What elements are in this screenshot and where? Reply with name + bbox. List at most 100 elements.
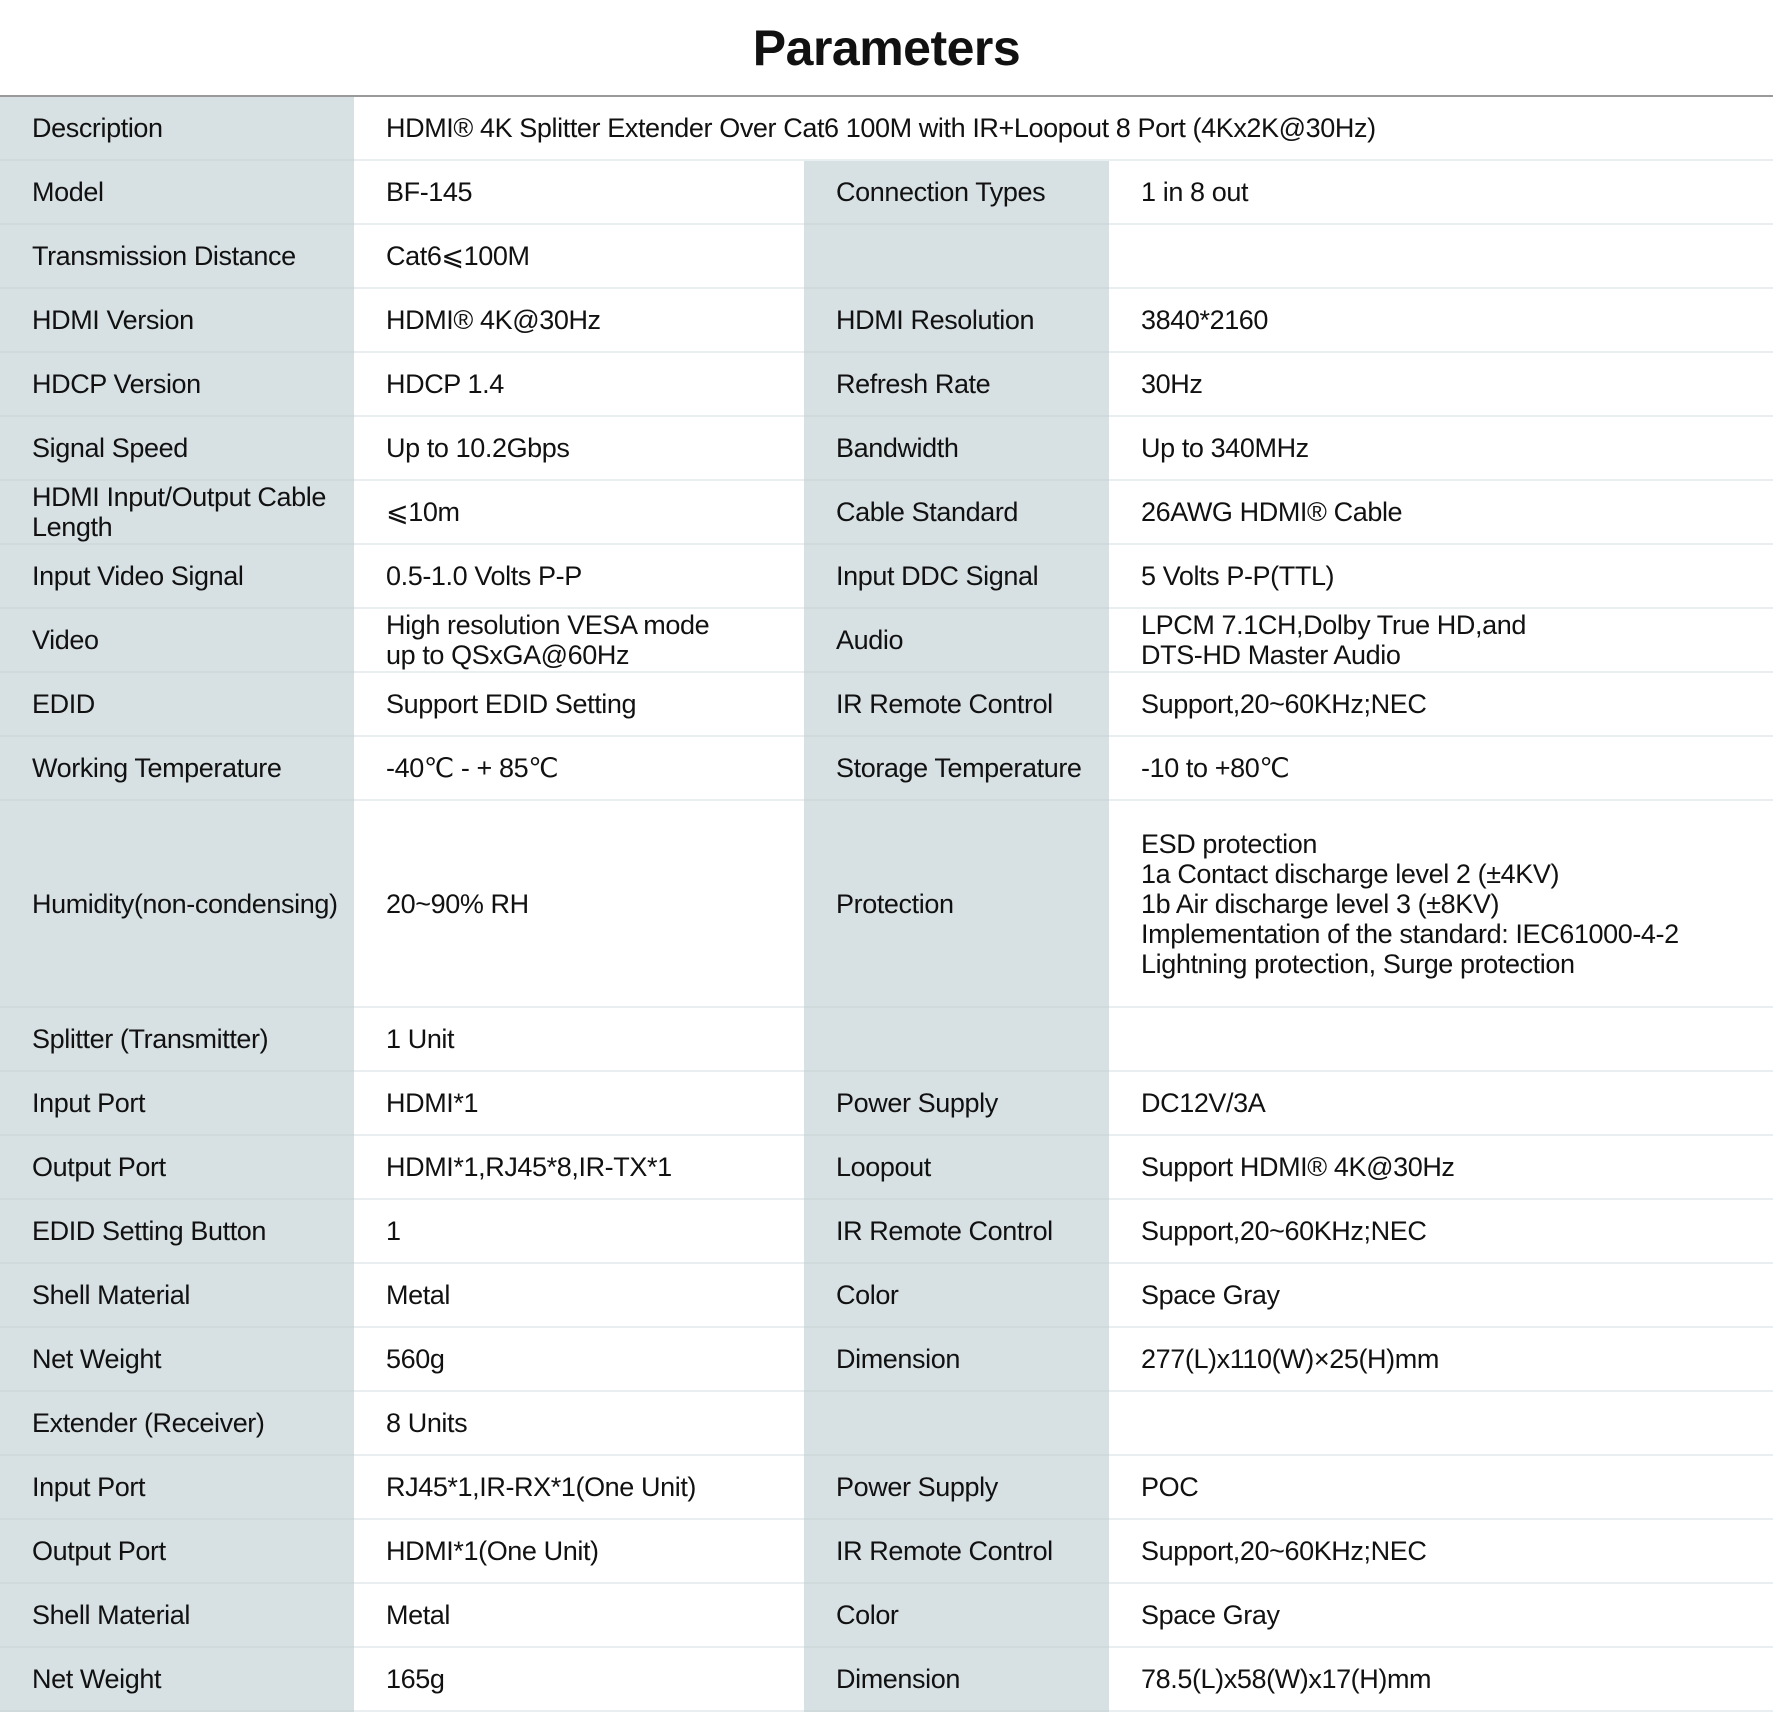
param-label: HDMI Resolution <box>804 288 1109 353</box>
param-value: HDMI® 4K@30Hz <box>354 288 804 353</box>
param-value: LPCM 7.1CH,Dolby True HD,and DTS-HD Mast… <box>1109 608 1773 673</box>
param-value: 3840*2160 <box>1109 288 1773 353</box>
param-value: 26AWG HDMI® Cable <box>1109 480 1773 545</box>
param-value: HDMI*1(One Unit) <box>354 1519 804 1584</box>
param-label: Color <box>804 1263 1109 1328</box>
param-label <box>804 224 1109 289</box>
param-value: 277(L)x110(W)×25(H)mm <box>1109 1327 1773 1392</box>
param-value: HDCP 1.4 <box>354 352 804 417</box>
param-label: HDMI Input/Output Cable Length <box>0 480 354 545</box>
param-value: 0.5-1.0 Volts P-P <box>354 544 804 609</box>
param-value: Support,20~60KHz;NEC <box>1109 1519 1773 1584</box>
param-value: -10 to +80℃ <box>1109 736 1773 801</box>
param-label: Dimension <box>804 1327 1109 1392</box>
param-label <box>804 1391 1109 1456</box>
table-row: Net Weight 560g Dimension 277(L)x110(W)×25(… <box>0 1327 1773 1392</box>
param-label: Refresh Rate <box>804 352 1109 417</box>
param-value: HDMI*1 <box>354 1071 804 1136</box>
param-label: Model <box>0 160 354 225</box>
param-value: HDMI® 4K Splitter Extender Over Cat6 100… <box>354 97 1773 161</box>
table-row: EDID Support EDID Setting IR Remote Contro… <box>0 672 1773 737</box>
table-row: Net Weight 165g Dimension 78.5(L)x58(W)x17(… <box>0 1647 1773 1712</box>
param-label: Video <box>0 608 354 673</box>
table-row: HDCP Version HDCP 1.4 Refresh Rate 30Hz <box>0 352 1773 417</box>
param-label: Net Weight <box>0 1647 354 1712</box>
param-label: Power Supply <box>804 1455 1109 1520</box>
table-row: Input Port RJ45*1,IR-RX*1(One Unit) Power … <box>0 1455 1773 1520</box>
param-value: Up to 10.2Gbps <box>354 416 804 481</box>
param-label: Input DDC Signal <box>804 544 1109 609</box>
param-label: HDCP Version <box>0 352 354 417</box>
param-value: Support EDID Setting <box>354 672 804 737</box>
param-label: Working Temperature <box>0 736 354 801</box>
param-label: IR Remote Control <box>804 672 1109 737</box>
param-value: Cat6⩽100M <box>354 224 804 289</box>
page-title: Parameters <box>0 0 1773 97</box>
param-label: Power Supply <box>804 1071 1109 1136</box>
param-label: Output Port <box>0 1135 354 1200</box>
param-value: Support HDMI® 4K@30Hz <box>1109 1135 1773 1200</box>
param-value: 20~90% RH <box>354 800 804 1008</box>
param-label: EDID Setting Button <box>0 1199 354 1264</box>
param-label: Loopout <box>804 1135 1109 1200</box>
param-label: Net Weight <box>0 1327 354 1392</box>
param-label: Splitter (Transmitter) <box>0 1007 354 1072</box>
param-label: IR Remote Control <box>804 1199 1109 1264</box>
param-value <box>1109 1007 1773 1072</box>
param-label: Color <box>804 1583 1109 1648</box>
param-value: 1 Unit <box>354 1007 804 1072</box>
table-row: Output Port HDMI*1(One Unit) IR Remote Con… <box>0 1519 1773 1584</box>
table-row: Splitter (Transmitter) 1 Unit <box>0 1007 1773 1072</box>
param-value: 165g <box>354 1647 804 1712</box>
param-value: -40℃ - + 85℃ <box>354 736 804 801</box>
param-value: 8 Units <box>354 1391 804 1456</box>
table-row: Model BF-145 Connection Types 1 in 8 out <box>0 160 1773 225</box>
param-value <box>1109 224 1773 289</box>
param-label: Input Port <box>0 1455 354 1520</box>
table-row: HDMI Input/Output Cable Length ⩽10m Cable … <box>0 480 1773 545</box>
param-value: HDMI*1,RJ45*8,IR-TX*1 <box>354 1135 804 1200</box>
param-label: IR Remote Control <box>804 1519 1109 1584</box>
param-label: Input Video Signal <box>0 544 354 609</box>
param-value: RJ45*1,IR-RX*1(One Unit) <box>354 1455 804 1520</box>
table-row: Output Port HDMI*1,RJ45*8,IR-TX*1 Loopout S… <box>0 1135 1773 1200</box>
param-value: Space Gray <box>1109 1263 1773 1328</box>
param-label: Signal Speed <box>0 416 354 481</box>
table-row: Humidity(non-condensing) 20~90% RH Protect… <box>0 800 1773 1008</box>
table-row: Working Temperature -40℃ - + 85℃ Storage T… <box>0 736 1773 801</box>
param-value <box>1109 1391 1773 1456</box>
param-value: High resolution VESA mode up to QSxGA@60… <box>354 608 804 673</box>
table-row: Shell Material Metal Color Space Gray <box>0 1583 1773 1648</box>
param-value: DC12V/3A <box>1109 1071 1773 1136</box>
table-row: HDMI Version HDMI® 4K@30Hz HDMI Resolution… <box>0 288 1773 353</box>
parameters-table: Description HDMI® 4K Splitter Extender Ov… <box>0 97 1773 1712</box>
param-label: Dimension <box>804 1647 1109 1712</box>
param-label: Audio <box>804 608 1109 673</box>
param-label <box>804 1007 1109 1072</box>
param-label: Protection <box>804 800 1109 1008</box>
param-value: 30Hz <box>1109 352 1773 417</box>
param-label: Connection Types <box>804 160 1109 225</box>
param-label: Storage Temperature <box>804 736 1109 801</box>
param-value: Support,20~60KHz;NEC <box>1109 672 1773 737</box>
param-label: Output Port <box>0 1519 354 1584</box>
table-row: Signal Speed Up to 10.2Gbps Bandwidth Up to… <box>0 416 1773 481</box>
param-value: 78.5(L)x58(W)x17(H)mm <box>1109 1647 1773 1712</box>
table-row: Transmission Distance Cat6⩽100M <box>0 224 1773 289</box>
param-value: Metal <box>354 1263 804 1328</box>
param-label: EDID <box>0 672 354 737</box>
param-label: Input Port <box>0 1071 354 1136</box>
param-value: 560g <box>354 1327 804 1392</box>
param-label: Shell Material <box>0 1263 354 1328</box>
table-row: Shell Material Metal Color Space Gray <box>0 1263 1773 1328</box>
param-label: Description <box>0 97 354 161</box>
table-row: Extender (Receiver) 8 Units <box>0 1391 1773 1456</box>
param-value: BF-145 <box>354 160 804 225</box>
param-value: Up to 340MHz <box>1109 416 1773 481</box>
table-row: EDID Setting Button 1 IR Remote Control Sup… <box>0 1199 1773 1264</box>
param-label: Shell Material <box>0 1583 354 1648</box>
param-label: Extender (Receiver) <box>0 1391 354 1456</box>
param-label: Cable Standard <box>804 480 1109 545</box>
param-value: ESD protection 1a Contact discharge leve… <box>1109 800 1773 1008</box>
param-value: ⩽10m <box>354 480 804 545</box>
